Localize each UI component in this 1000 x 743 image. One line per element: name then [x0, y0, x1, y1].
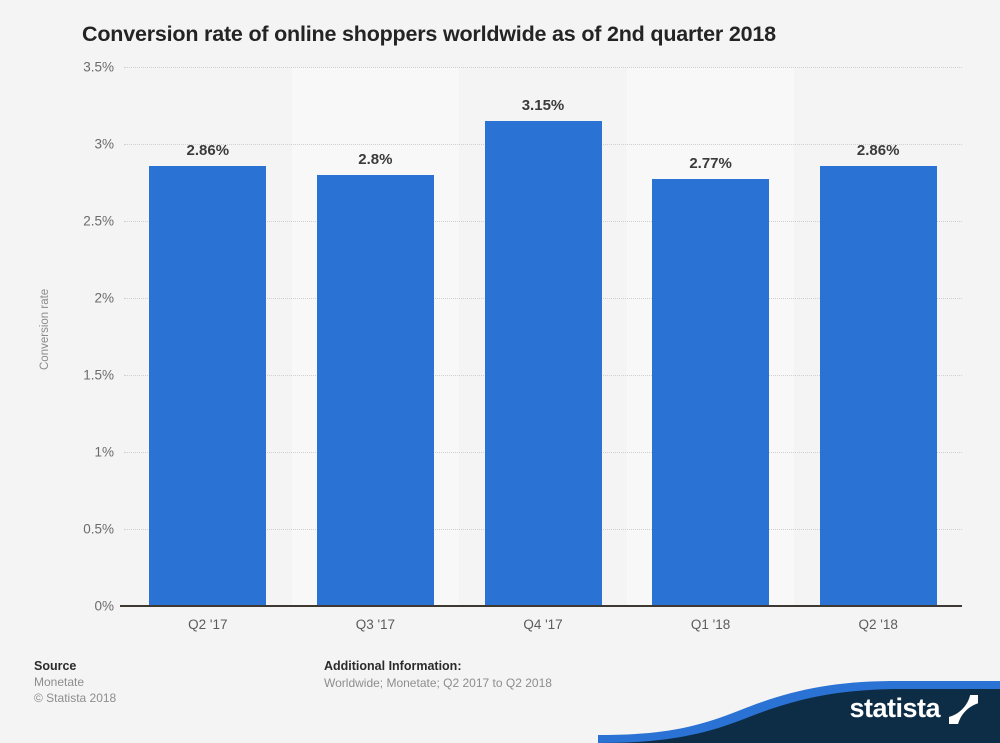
x-axis-tick-label: Q4 '17	[523, 617, 563, 632]
x-axis-tick-label: Q3 '17	[355, 617, 396, 632]
bar-value-label: 2.86%	[856, 141, 900, 159]
bar-value-label: 2.86%	[186, 141, 230, 159]
logo-wave-shape	[598, 681, 1000, 743]
bar[interactable]	[652, 179, 770, 606]
y-axis-tick-label: 1.5%	[83, 367, 114, 383]
bar-value-label: 2.8%	[358, 150, 393, 168]
additional-info-text: Worldwide; Monetate; Q2 2017 to Q2 2018	[324, 676, 552, 690]
plot-area	[120, 67, 962, 607]
copyright: © Statista 2018	[34, 691, 117, 705]
source-name: Monetate	[34, 675, 85, 689]
y-axis-tick-label: 3.5%	[83, 59, 114, 75]
x-axis-tick-label: Q1 '18	[690, 617, 731, 632]
x-axis-tick-label: Q2 '18	[858, 617, 898, 632]
page-title: Conversion rate of online shoppers world…	[82, 22, 776, 46]
bar[interactable]	[819, 165, 937, 606]
bar-value-label: 2.77%	[689, 155, 732, 173]
y-axis-tick-label: 2%	[94, 290, 114, 306]
y-axis-tick-label: 2.5%	[83, 213, 114, 229]
bar[interactable]	[316, 174, 434, 606]
source-heading: Source	[34, 659, 77, 673]
gridline	[124, 67, 962, 68]
y-axis-tick-label: 1%	[94, 444, 114, 460]
statista-wordmark: statista	[849, 693, 940, 723]
y-axis-tick-label: 0%	[94, 598, 114, 614]
bar[interactable]	[149, 165, 267, 606]
y-axis-title: Conversion rate	[39, 288, 51, 370]
additional-info-heading: Additional Information:	[324, 659, 462, 673]
statista-logo-icon	[949, 695, 978, 724]
bar-value-label: 3.15%	[521, 96, 565, 114]
bar[interactable]	[484, 120, 602, 606]
x-axis-tick-label: Q2 '17	[188, 617, 228, 632]
y-axis-tick-label: 0.5%	[83, 521, 114, 537]
x-axis-line	[120, 605, 962, 607]
statista-logo-band[interactable]	[598, 663, 1000, 743]
y-axis-tick-label: 3%	[94, 136, 114, 152]
